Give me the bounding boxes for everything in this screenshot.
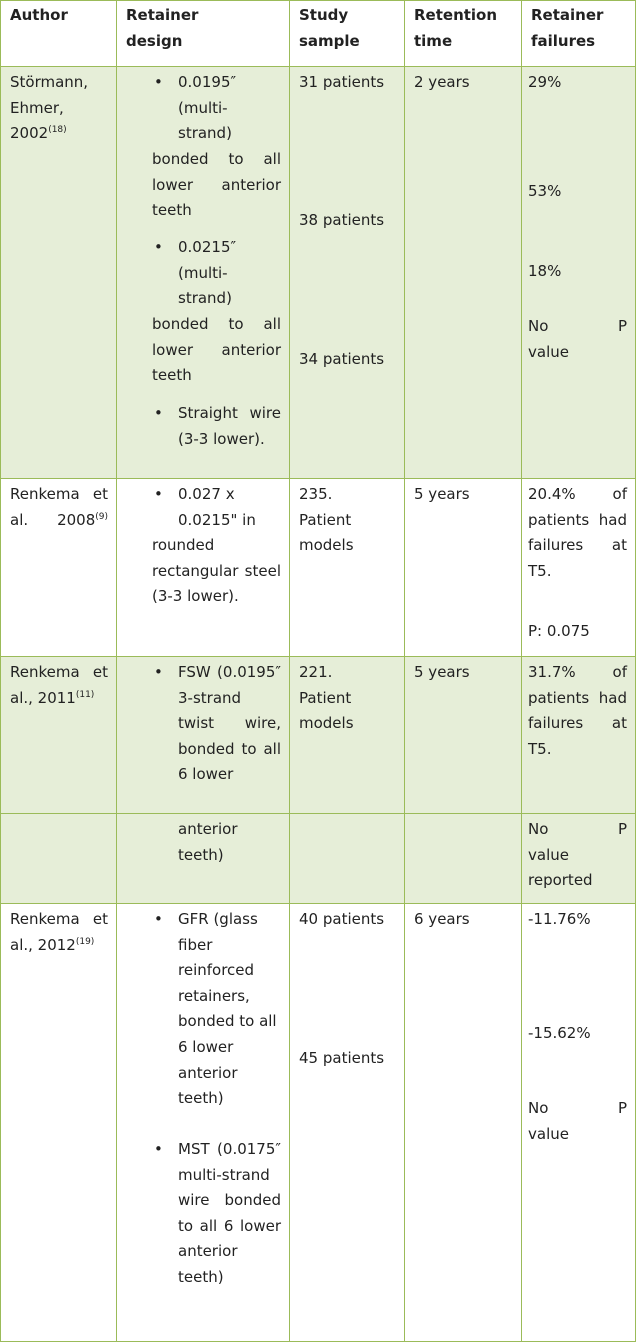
table-row-failures: -11.76% -15.62% No P value <box>521 903 636 1342</box>
table-row-author: Störmann, Ehmer, 2002(18) <box>0 66 117 479</box>
table-row-time: 5 years <box>404 656 522 814</box>
table-row-sample: 31 patients 38 patients 34 patients <box>289 66 405 479</box>
design-text: rounded rectangular steel (3-3 lower). <box>152 536 281 606</box>
table-row-author: Renkema et al. 2008(9) <box>0 478 117 657</box>
header-label: Retainer design <box>126 6 199 50</box>
table-row-sample: 40 patients 45 patients <box>289 903 405 1342</box>
header-time: Retention time <box>404 0 522 67</box>
table-row-time: 2 years <box>404 66 522 479</box>
sample: 40 patients <box>299 910 385 928</box>
header-author: Author <box>0 0 117 67</box>
design-item: FSW (0.0195″ 3-strand twist wire, bonded… <box>154 660 281 788</box>
design-item: 0.0195″ (multi-strand) <box>154 70 281 147</box>
design-item: 0.027 x 0.0215" in <box>154 482 281 533</box>
table-row-failures: 31.7% of patients had failures at T5. <box>521 656 636 814</box>
header-label: Study sample <box>299 6 360 50</box>
sample: 235. Patient models <box>299 485 354 555</box>
author: Renkema et al., 2012 <box>10 910 108 954</box>
design-text: bonded to all lower anterior teeth <box>152 315 281 385</box>
failure: 20.4% of patients had failures at T5. <box>528 485 627 580</box>
header-label: Author <box>10 6 68 24</box>
author: Störmann, Ehmer, 2002 <box>10 73 89 143</box>
design-item: 0.0215″ (multi-strand) <box>154 235 281 312</box>
table-row-time <box>404 813 522 904</box>
table-row-design: 0.027 x 0.0215" in rounded rectangular s… <box>116 478 290 657</box>
failure: -15.62% <box>528 1024 591 1042</box>
design-item: Straight wire (3-3 lower). <box>154 401 281 452</box>
table-row-design: GFR (glass fiber reinforced retainers, b… <box>116 903 290 1342</box>
failure: No P value reported <box>528 820 627 890</box>
failure: No P value <box>528 317 627 361</box>
failure: 31.7% of patients had failures at T5. <box>528 663 627 758</box>
sample: 221. Patient models <box>299 663 354 733</box>
header-design: Retainer design <box>116 0 290 67</box>
table-row-sample: 235. Patient models <box>289 478 405 657</box>
table-row-author <box>0 813 117 904</box>
table-row-design: 0.0195″ (multi-strand) bonded to all low… <box>116 66 290 479</box>
table-row-failures: No P value reported <box>521 813 636 904</box>
header-sample: Study sample <box>289 0 405 67</box>
failure: P: 0.075 <box>528 622 590 640</box>
author: Renkema et al., 2011 <box>10 663 108 707</box>
table-row-author: Renkema et al., 2012(19) <box>0 903 117 1342</box>
failure: 29% <box>528 73 562 91</box>
author: Renkema et al. 2008 <box>10 485 108 529</box>
sample: 38 patients <box>299 211 385 229</box>
table-row-failures: 29% 53% 18% No P value <box>521 66 636 479</box>
design-text: anterior teeth) <box>178 820 238 864</box>
header-failures: Retainer failures <box>521 0 636 67</box>
table-row-author: Renkema et al., 2011(11) <box>0 656 117 814</box>
time: 5 years <box>414 485 470 503</box>
sample: 45 patients <box>299 1049 385 1067</box>
table-row-design: FSW (0.0195″ 3-strand twist wire, bonded… <box>116 656 290 814</box>
failure: -11.76% <box>528 910 591 928</box>
failure: 53% <box>528 182 562 200</box>
design-item: GFR (glass fiber reinforced retainers, b… <box>154 907 281 1112</box>
time: 6 years <box>414 910 470 928</box>
table-row-design: anterior teeth) <box>116 813 290 904</box>
table-row-time: 5 years <box>404 478 522 657</box>
sample: 34 patients <box>299 350 385 368</box>
time: 5 years <box>414 663 470 681</box>
failure: 18% <box>528 262 562 280</box>
reference: (9) <box>95 511 108 522</box>
table-row-sample <box>289 813 405 904</box>
sample: 31 patients <box>299 73 385 91</box>
header-label: Retention time <box>414 6 498 50</box>
time: 2 years <box>414 73 470 91</box>
design-text: bonded to all lower anterior teeth <box>152 150 281 220</box>
reference: (19) <box>75 936 95 947</box>
failure: No P value <box>528 1099 627 1143</box>
header-label: Retainer failures <box>531 6 604 50</box>
design-item: MST (0.0175″ multi-strand wire bonded to… <box>154 1137 281 1291</box>
reference: (18) <box>48 125 67 136</box>
table-row-sample: 221. Patient models <box>289 656 405 814</box>
reference: (11) <box>75 689 95 700</box>
table-row-time: 6 years <box>404 903 522 1342</box>
table-row-failures: 20.4% of patients had failures at T5. P:… <box>521 478 636 657</box>
